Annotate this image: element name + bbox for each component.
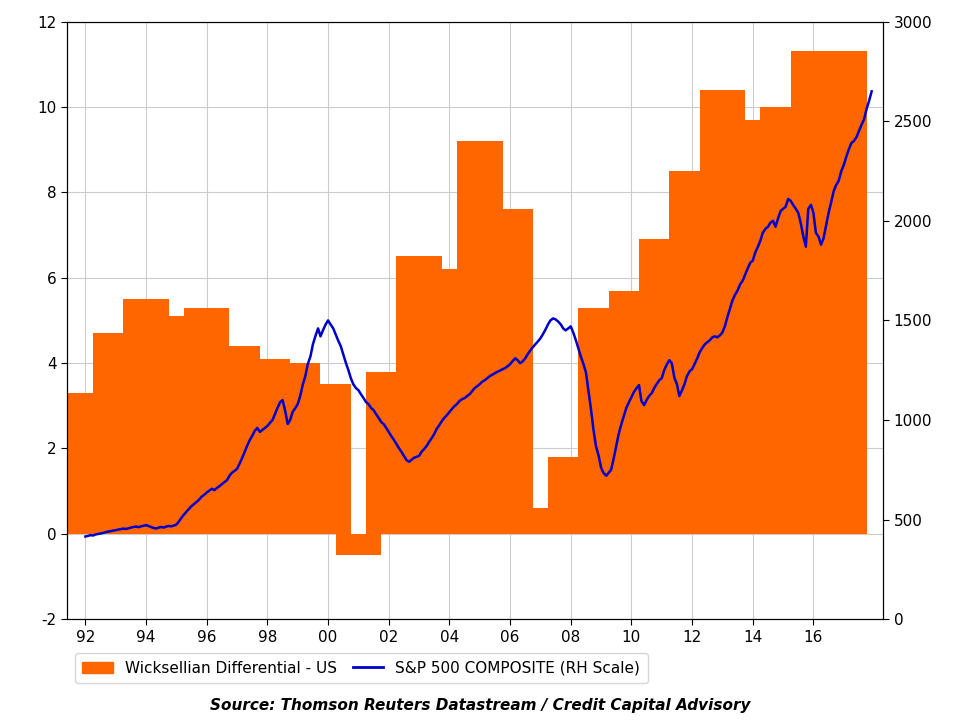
Text: Source: Thomson Reuters Datastream / Credit Capital Advisory: Source: Thomson Reuters Datastream / Cre… — [209, 698, 751, 713]
Bar — [700, 90, 745, 534]
Bar — [336, 534, 381, 555]
Bar — [457, 141, 502, 534]
Bar — [548, 457, 593, 534]
Bar — [609, 291, 654, 534]
Bar — [93, 333, 138, 534]
Bar — [578, 307, 624, 534]
Bar — [821, 52, 867, 534]
Bar — [62, 393, 108, 534]
Bar — [669, 171, 715, 534]
Bar — [639, 239, 684, 534]
Bar — [184, 307, 229, 534]
Bar — [426, 269, 472, 534]
Bar — [123, 299, 169, 534]
Bar — [760, 107, 805, 534]
Bar — [730, 120, 776, 534]
Bar — [214, 346, 260, 534]
Bar — [396, 256, 442, 534]
Bar — [305, 384, 350, 534]
Bar — [366, 372, 412, 534]
Bar — [488, 210, 533, 534]
Bar — [791, 52, 836, 534]
Bar — [245, 359, 290, 534]
Bar — [154, 316, 199, 534]
Bar — [517, 508, 564, 534]
Bar — [275, 363, 321, 534]
Legend: Wicksellian Differential - US, S&P 500 COMPOSITE (RH Scale): Wicksellian Differential - US, S&P 500 C… — [75, 653, 648, 683]
